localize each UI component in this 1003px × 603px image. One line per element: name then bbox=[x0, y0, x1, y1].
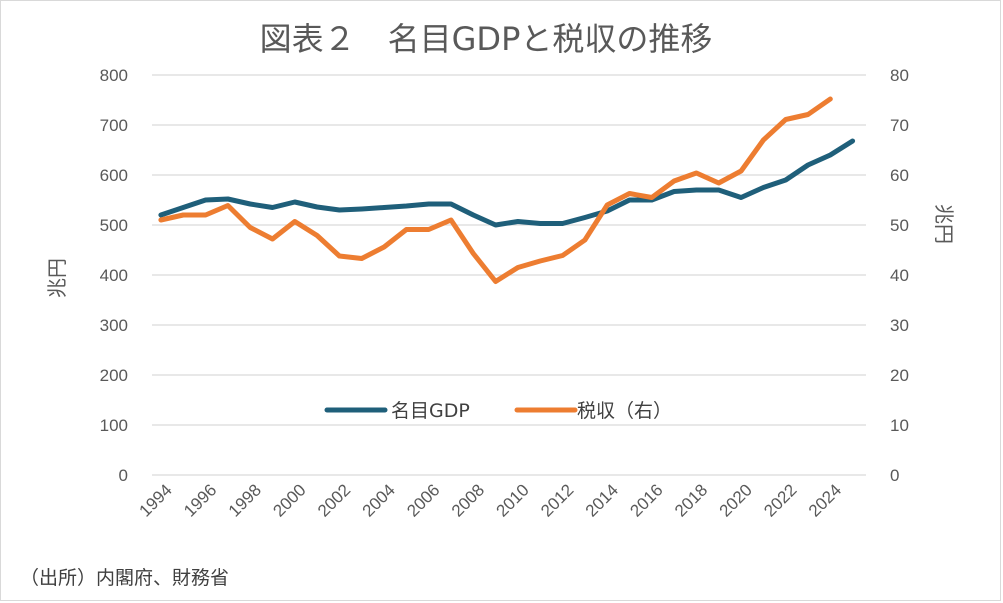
x-tick-label: 1998 bbox=[225, 480, 265, 520]
legend-label-gdp: 名目GDP bbox=[391, 400, 470, 422]
x-tick-label: 2008 bbox=[448, 480, 488, 520]
x-tick-label: 2016 bbox=[626, 480, 666, 520]
left-tick-label: 800 bbox=[100, 66, 128, 85]
x-tick-label: 2014 bbox=[582, 480, 622, 520]
left-tick-label: 0 bbox=[119, 466, 128, 485]
legend-label-tax: 税収（右） bbox=[577, 400, 672, 422]
left-axis-ticks: 0 100 200 300 400 500 600 700 800 bbox=[100, 66, 128, 485]
chart-title: 図表２ 名目GDPと税収の推移 bbox=[260, 20, 713, 58]
right-tick-label: 10 bbox=[890, 416, 909, 435]
series-line-gdp bbox=[158, 138, 856, 228]
x-tick-label: 1996 bbox=[180, 480, 220, 520]
series-lines bbox=[158, 96, 856, 284]
left-tick-label: 400 bbox=[100, 266, 128, 285]
left-tick-label: 100 bbox=[100, 416, 128, 435]
x-tick-label: 2020 bbox=[716, 480, 756, 520]
gridlines bbox=[152, 74, 866, 476]
right-tick-label: 40 bbox=[890, 266, 909, 285]
x-tick-label: 2004 bbox=[359, 480, 399, 520]
x-tick-label: 2022 bbox=[760, 480, 800, 520]
right-tick-label: 70 bbox=[890, 116, 909, 135]
left-tick-label: 300 bbox=[100, 316, 128, 335]
x-tick-label: 2010 bbox=[493, 480, 533, 520]
left-tick-label: 500 bbox=[100, 216, 128, 235]
x-tick-label: 2012 bbox=[537, 480, 577, 520]
right-tick-label: 0 bbox=[890, 466, 899, 485]
x-tick-label: 2018 bbox=[671, 480, 711, 520]
source-note: （出所）内閣府、財務省 bbox=[20, 567, 229, 589]
right-axis-label: 兆円 bbox=[932, 204, 956, 244]
left-axis-label: 兆円 bbox=[45, 258, 69, 298]
legend: 名目GDP 税収（右） bbox=[324, 400, 672, 422]
right-tick-label: 80 bbox=[890, 66, 909, 85]
right-tick-label: 50 bbox=[890, 216, 909, 235]
left-tick-label: 700 bbox=[100, 116, 128, 135]
right-tick-label: 20 bbox=[890, 366, 909, 385]
left-tick-label: 600 bbox=[100, 166, 128, 185]
x-tick-label: 2000 bbox=[269, 480, 309, 520]
right-tick-label: 30 bbox=[890, 316, 909, 335]
x-tick-label: 2024 bbox=[805, 480, 845, 520]
left-tick-label: 200 bbox=[100, 366, 128, 385]
right-tick-label: 60 bbox=[890, 166, 909, 185]
x-tick-label: 2006 bbox=[403, 480, 443, 520]
x-tick-label: 1994 bbox=[136, 480, 176, 520]
right-axis-ticks: 0 10 20 30 40 50 60 70 80 bbox=[890, 66, 909, 485]
x-axis-ticks: 1994 1996 1998 2000 2002 2004 2006 2008 2010 2012… bbox=[136, 480, 846, 520]
x-tick-label: 2002 bbox=[314, 480, 354, 520]
series-line-tax bbox=[158, 96, 833, 284]
